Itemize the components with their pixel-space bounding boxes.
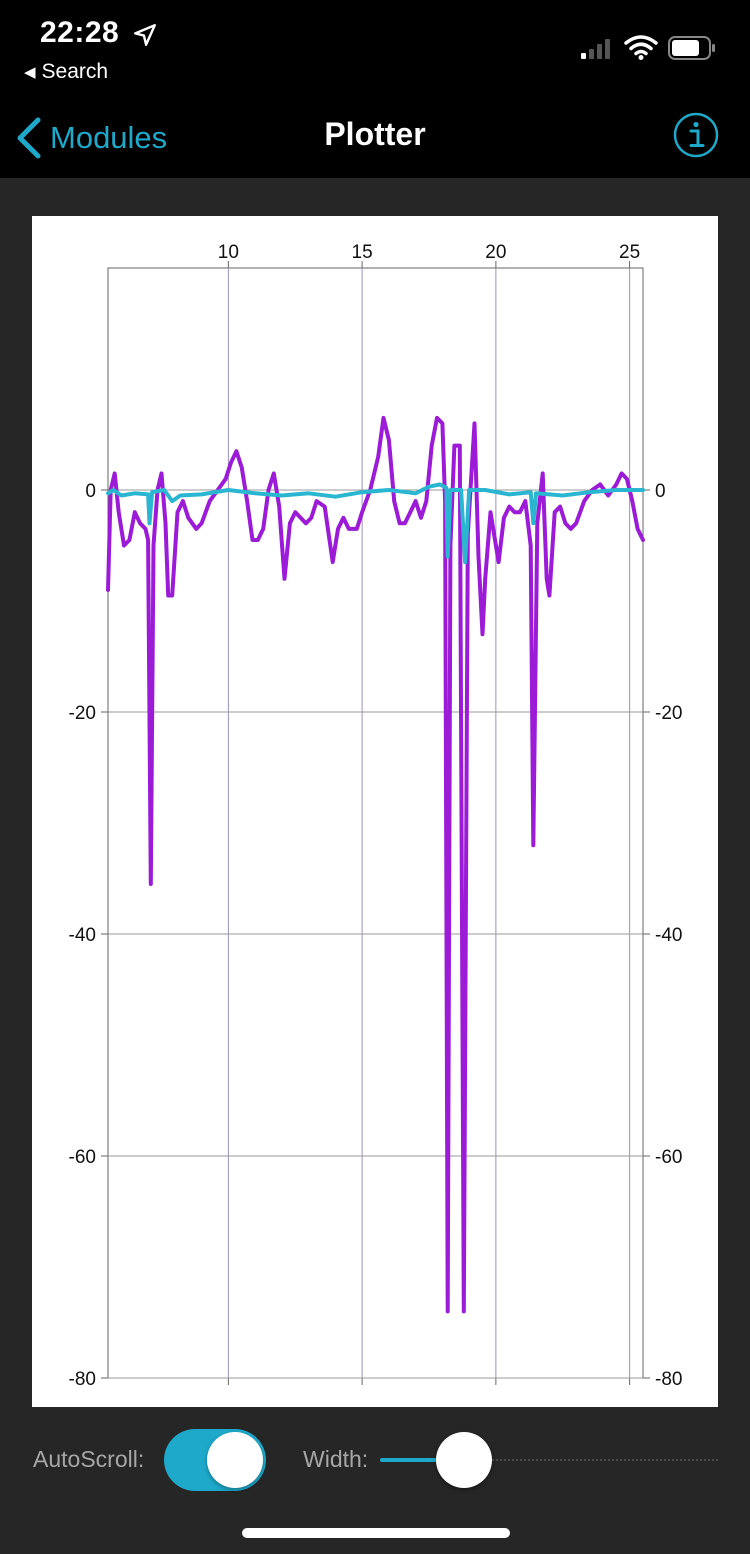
toggle-knob — [207, 1432, 263, 1488]
slider-thumb[interactable] — [436, 1432, 493, 1488]
y-tick-label-right: -80 — [655, 1369, 682, 1390]
x-tick-label: 15 — [352, 242, 373, 263]
status-time: 22:28 — [40, 16, 120, 49]
series-2-line — [106, 482, 645, 565]
status-bar: 22:28 ◀ Search — [0, 0, 750, 98]
y-tick-label-right: 0 — [655, 481, 666, 502]
y-tick-label-left: -60 — [69, 1147, 96, 1168]
x-tick-label: 20 — [485, 242, 506, 263]
y-tick-label-left: 0 — [85, 481, 96, 502]
y-tick-label-left: -80 — [69, 1369, 96, 1390]
slider-track — [464, 1459, 718, 1461]
autoscroll-toggle[interactable] — [164, 1429, 266, 1491]
x-tick-label: 25 — [619, 242, 640, 263]
location-arrow-icon — [134, 24, 156, 46]
series-1-line — [106, 415, 645, 1314]
plot-area[interactable]: 10 15 20 25 0 0 -20 -20 -40 -40 -60 -60 -80 -80 — [32, 216, 718, 1407]
y-tick-label-right: -20 — [655, 703, 682, 724]
back-to-search-link[interactable]: ◀ Search — [24, 60, 108, 84]
navigation-bar: Modules Plotter — [0, 98, 750, 178]
chevron-left-icon — [17, 117, 41, 159]
back-label: Modules — [50, 120, 168, 155]
y-tick-label-left: -40 — [69, 925, 96, 946]
info-circle-icon[interactable] — [672, 111, 720, 159]
plot-frame — [107, 267, 644, 1379]
y-tick-label-right: -60 — [655, 1147, 682, 1168]
back-triangle-icon: ◀ — [24, 64, 36, 81]
home-indicator — [242, 1528, 510, 1538]
y-tick-label-left: -20 — [69, 703, 96, 724]
x-tick-label: 10 — [218, 242, 239, 263]
back-modules-button[interactable]: Modules — [14, 110, 167, 166]
slider-fill — [380, 1458, 465, 1462]
line-chart: 10 15 20 25 0 0 -20 -20 -40 -40 -60 -60 -80 -80 — [69, 242, 683, 1390]
back-app-label: Search — [41, 60, 109, 83]
width-slider[interactable] — [380, 1432, 718, 1488]
width-label: Width: — [303, 1446, 369, 1472]
autoscroll-label: AutoScroll: — [33, 1446, 145, 1472]
wifi-icon — [624, 35, 658, 60]
y-tick-label-right: -40 — [655, 925, 682, 946]
plot-controls: AutoScroll: Width: — [0, 1424, 750, 1496]
cellular-signal-icon — [581, 39, 610, 59]
battery-icon — [668, 36, 715, 60]
